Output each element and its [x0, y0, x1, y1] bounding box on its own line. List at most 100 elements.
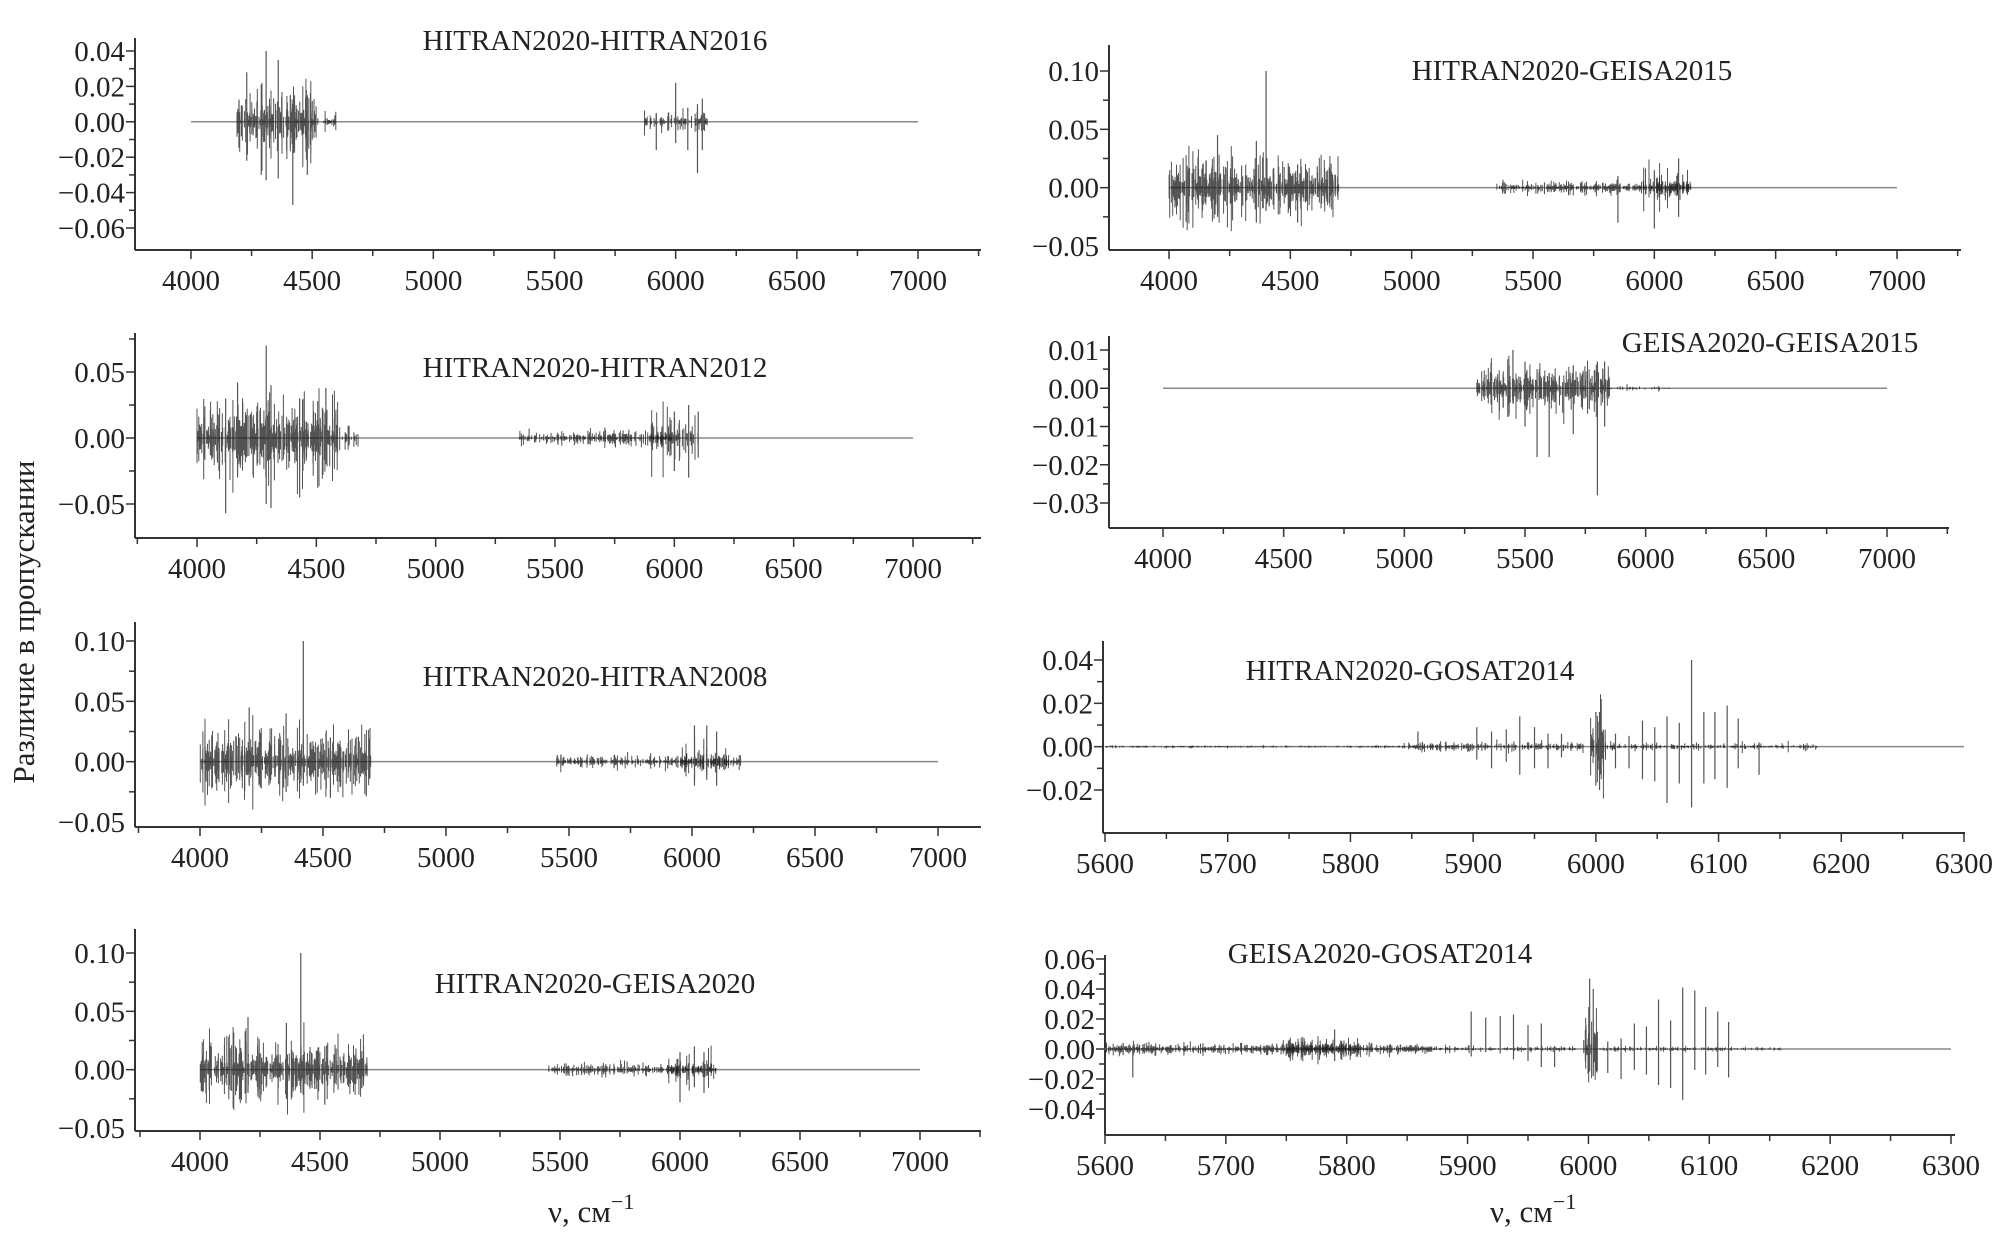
x-tick-label: 6000	[647, 265, 705, 297]
y-tick-label: 0.04	[74, 36, 125, 68]
y-tick-label: 0.05	[74, 357, 125, 389]
y-tick-label: 0.01	[1048, 335, 1099, 367]
y-tick-label: 0.00	[1042, 732, 1093, 764]
subplot-title: HITRAN2020-GEISA2015	[1412, 55, 1733, 87]
y-tick-label: 0.04	[1042, 645, 1093, 677]
y-tick-label: −0.02	[1026, 775, 1093, 807]
y-tick-label: 0.10	[1048, 56, 1099, 88]
noise-trace	[341, 425, 359, 450]
y-tick-label: 0.00	[1044, 1034, 1095, 1066]
x-tick-label: 5800	[1318, 1150, 1376, 1182]
x-tick-label: 5700	[1199, 848, 1257, 880]
noise-trace	[236, 78, 317, 171]
y-tick-label: −0.02	[58, 142, 125, 174]
x-tick-label: 4500	[291, 1146, 349, 1178]
x-tick-label: 5500	[526, 265, 584, 297]
y-tick-label: −0.06	[58, 213, 125, 245]
x-tick-label: 4500	[294, 842, 352, 874]
subplot-title: HITRAN2020-HITRAN2012	[423, 352, 768, 384]
subplot-title: HITRAN2020-HITRAN2008	[423, 661, 768, 693]
y-tick-label: 0.00	[74, 747, 125, 779]
noise-trace	[1106, 1040, 1432, 1058]
x-tick-label: 6000	[1625, 265, 1683, 297]
y-tick-label: 0.05	[74, 996, 125, 1028]
y-tick-label: 0.00	[74, 423, 125, 455]
subplot-8: 5600 5700 5800 5900 6000 6100 6200 6300 0.060.04…	[1028, 938, 1980, 1182]
y-tick-label: −0.05	[58, 807, 125, 839]
noise-trace	[1105, 744, 1400, 749]
x-tick-label: 5700	[1197, 1150, 1255, 1182]
x-tick-label: 4000	[162, 265, 220, 297]
x-tick-label: 4500	[287, 553, 345, 585]
x-tick-label: 5600	[1076, 848, 1134, 880]
y-tick-label: 0.05	[74, 686, 125, 718]
x-tick-label: 4000	[1140, 265, 1198, 297]
noise-trace	[199, 1022, 368, 1115]
x-tick-label: 6300	[1935, 848, 1993, 880]
y-tick-label: 0.05	[1048, 114, 1099, 146]
x-tick-label: 7000	[884, 553, 942, 585]
y-tick-label: −0.05	[58, 489, 125, 521]
x-tick-label: 6000	[1567, 848, 1625, 880]
x-tick-label: 5500	[1496, 543, 1554, 575]
y-tick-label: 0.00	[74, 107, 125, 139]
noise-trace	[196, 388, 341, 495]
noise-trace	[1286, 1036, 1359, 1065]
x-tick-label: 5000	[1375, 543, 1433, 575]
noise-trace	[1590, 694, 1606, 799]
x-tick-label: 5000	[1383, 265, 1441, 297]
y-tick-label: 0.06	[1044, 944, 1095, 976]
x-tick-label: 6300	[1922, 1150, 1980, 1182]
y-tick-label: 0.00	[1048, 173, 1099, 205]
x-axis-label-left: ν, см−1	[548, 1189, 634, 1229]
x-tick-label: 5800	[1321, 848, 1379, 880]
x-tick-label: 5000	[417, 842, 475, 874]
x-tick-label: 6200	[1812, 848, 1870, 880]
x-tick-label: 5500	[526, 553, 584, 585]
x-tick-label: 5500	[540, 842, 598, 874]
x-tick-label: 7000	[889, 265, 947, 297]
x-tick-label: 5900	[1439, 1150, 1497, 1182]
x-tick-label: 4000	[1134, 543, 1192, 575]
subplot-7: 5600 5700 5800 5900 6000 6100 6200 6300 0.04 0.02…	[1026, 641, 1993, 880]
x-tick-label: 4000	[171, 1146, 229, 1178]
y-tick-label: 0.10	[74, 626, 125, 658]
y-tick-label: −0.01	[1032, 412, 1099, 444]
x-tick-label: 6000	[645, 553, 703, 585]
subplot-2: 4000 4500 5000 5500 6000 6500 7000 0.05 0.00 −0.0…	[58, 333, 981, 585]
x-tick-label: 5500	[531, 1146, 589, 1178]
y-tick-label: −0.02	[1032, 450, 1099, 482]
y-axis-label: Различие в пропускании	[6, 461, 41, 784]
x-tick-label: 6100	[1680, 1150, 1738, 1182]
x-tick-label: 5000	[411, 1146, 469, 1178]
x-tick-label: 6500	[768, 265, 826, 297]
y-tick-label: 0.10	[74, 938, 125, 970]
subplot-3: 4000 4500 5000 5500 6000 6500 7000 0.10 0.05 0.00…	[58, 622, 981, 874]
x-tick-label: 5600	[1076, 1150, 1134, 1182]
y-tick-label: −0.04	[58, 178, 126, 210]
x-tick-label: 6500	[1747, 265, 1805, 297]
x-tick-label: 6500	[786, 842, 844, 874]
x-tick-label: 6000	[1617, 543, 1675, 575]
noise-trace	[668, 1045, 717, 1091]
x-tick-label: 7000	[909, 842, 967, 874]
x-tick-label: 6500	[765, 553, 823, 585]
subplot-title: HITRAN2020-GEISA2020	[435, 968, 756, 1000]
y-tick-label: 0.02	[1042, 688, 1093, 720]
y-tick-label: 0.00	[74, 1055, 125, 1087]
x-tick-label: 6000	[663, 842, 721, 874]
x-tick-label: 6100	[1690, 848, 1748, 880]
x-tick-label: 4500	[283, 265, 341, 297]
noise-trace	[1609, 384, 1670, 392]
x-tick-label: 4500	[1255, 543, 1313, 575]
x-tick-label: 5000	[404, 265, 462, 297]
y-tick-label: 0.00	[1048, 373, 1099, 405]
y-tick-label: −0.04	[1028, 1094, 1096, 1126]
noise-trace	[1583, 1007, 1598, 1083]
x-tick-label: 4000	[171, 842, 229, 874]
y-tick-label: 0.02	[1044, 1004, 1095, 1036]
x-tick-label: 5900	[1444, 848, 1502, 880]
x-tick-label: 4000	[168, 553, 226, 585]
y-tick-label: 0.04	[1044, 974, 1095, 1006]
